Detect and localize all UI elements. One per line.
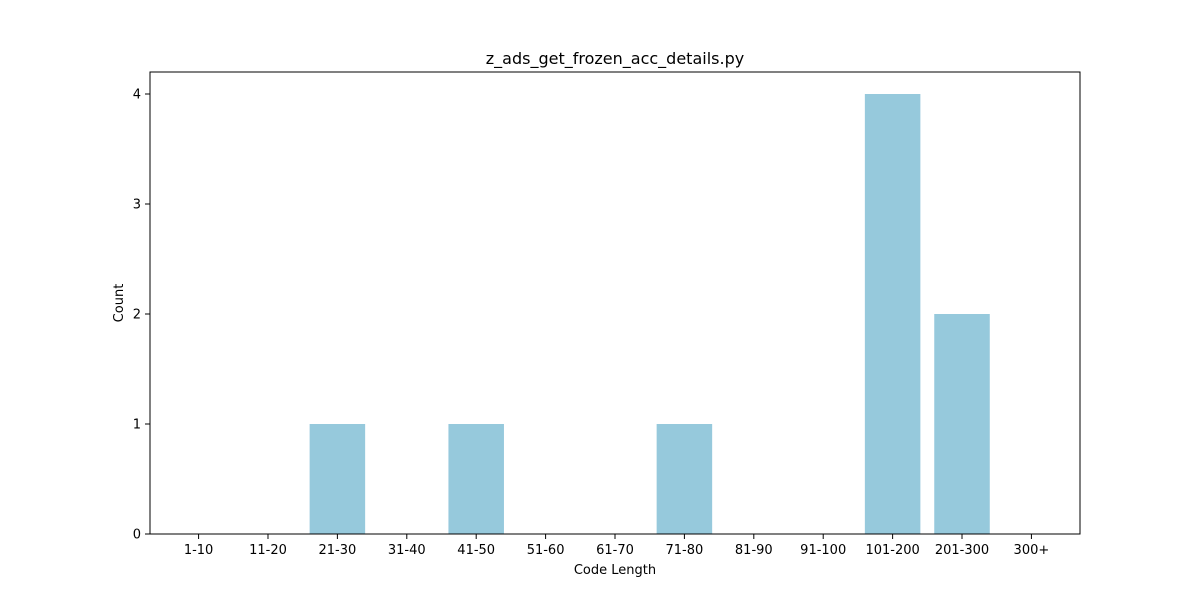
bar-101-200: [864, 94, 921, 534]
x-axis-ticks: 1-10 11-20 21-30 31-40 41-50 51-60 61-70 71-80 8…: [184, 534, 1049, 558]
x-tick-label: 61-70: [596, 543, 634, 558]
bar-41-50: [448, 424, 504, 534]
bar-21-30: [309, 424, 366, 534]
plot-frame: [149, 71, 1081, 535]
x-tick-label: 31-40: [388, 543, 426, 558]
y-tick-label: 4: [133, 88, 141, 103]
x-tick-label: 71-80: [666, 543, 704, 558]
x-tick-label: 41-50: [457, 543, 495, 558]
x-tick-label: 300+: [1014, 543, 1050, 558]
y-tick-label: 1: [133, 418, 141, 433]
bars-group: [309, 94, 990, 534]
x-tick-label: 21-30: [318, 543, 356, 558]
x-tick-label: 11-20: [249, 543, 287, 558]
x-tick-label: 1-10: [184, 543, 214, 558]
x-tick-label: 101-200: [865, 543, 919, 558]
bar-201-300: [934, 314, 990, 534]
y-axis-label: Count: [112, 284, 127, 323]
bar-71-80: [656, 424, 713, 534]
y-tick-label: 0: [133, 528, 141, 543]
x-tick-label: 91-100: [800, 543, 846, 558]
chart-title: z_ads_get_frozen_acc_details.py: [486, 49, 744, 69]
x-tick-label: 81-90: [735, 543, 773, 558]
x-tick-label: 201-300: [935, 543, 989, 558]
x-axis-label: Code Length: [574, 563, 656, 578]
y-tick-label: 3: [133, 198, 141, 213]
x-tick-label: 51-60: [527, 543, 565, 558]
y-tick-label: 2: [133, 308, 141, 323]
y-axis-ticks: 0 1 2 3 4: [133, 88, 150, 543]
